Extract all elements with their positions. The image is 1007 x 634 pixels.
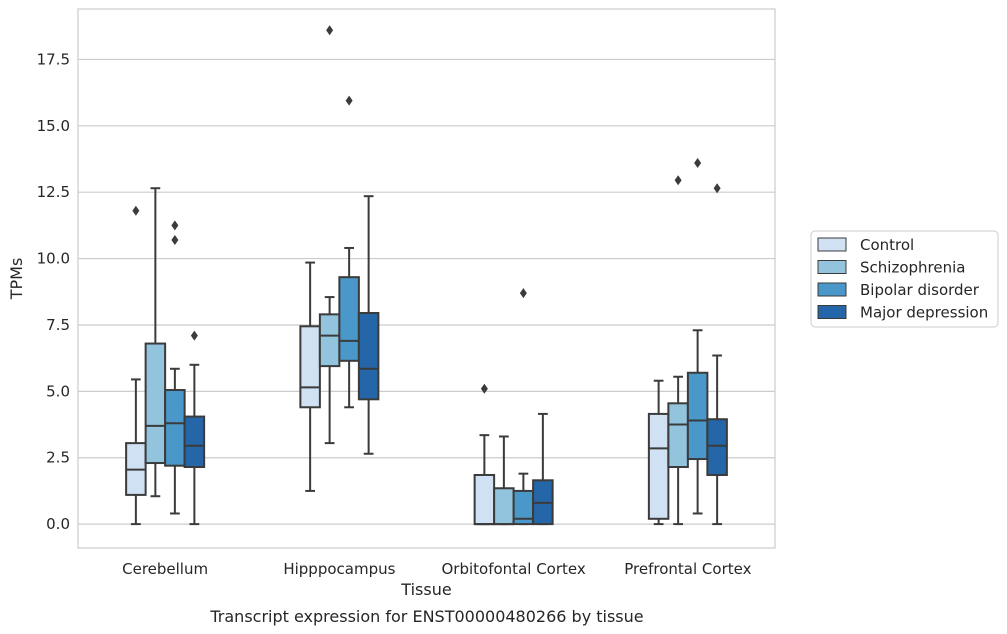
y-tick-label: 2.5 bbox=[46, 449, 70, 467]
x-tick-label: Hipppocampus bbox=[283, 560, 395, 578]
outlier-point bbox=[171, 235, 179, 245]
legend-label: Bipolar disorder bbox=[860, 281, 980, 299]
box bbox=[299, 261, 321, 492]
outlier-point bbox=[519, 288, 527, 299]
x-tick-label: Prefrontal Cortex bbox=[624, 560, 751, 578]
box bbox=[473, 383, 496, 526]
chart-caption: Transcript expression for ENST0000048026… bbox=[209, 607, 643, 626]
y-tick-label: 15.0 bbox=[37, 117, 70, 135]
outlier-point bbox=[326, 25, 334, 36]
outlier-point bbox=[171, 220, 179, 231]
box-iqr bbox=[144, 342, 167, 465]
box-iqr bbox=[318, 313, 341, 368]
y-axis: 0.0 2.5 5.0 7.5 10.0 12.5 15.0 17.5 bbox=[37, 50, 70, 533]
series-schizophrenia bbox=[144, 25, 689, 526]
box-iqr bbox=[686, 371, 709, 461]
box bbox=[532, 412, 554, 526]
box bbox=[357, 195, 380, 455]
box bbox=[686, 158, 709, 515]
legend-item: Control bbox=[817, 236, 914, 254]
box-iqr bbox=[493, 487, 515, 526]
box-iqr bbox=[183, 415, 206, 469]
outlier-point bbox=[480, 383, 488, 394]
box bbox=[647, 379, 670, 526]
box-plots bbox=[125, 25, 728, 526]
outlier-point bbox=[713, 183, 721, 194]
box bbox=[493, 435, 515, 526]
box bbox=[338, 95, 360, 409]
box-iqr bbox=[647, 412, 670, 520]
legend-item: Bipolar disorder bbox=[817, 281, 980, 299]
y-tick-label: 10.0 bbox=[37, 250, 70, 268]
legend-item: Major depression bbox=[817, 304, 988, 322]
box-iqr bbox=[667, 402, 689, 469]
legend-label: Control bbox=[860, 236, 914, 254]
legend-label: Schizophrenia bbox=[860, 259, 965, 277]
legend-label: Major depression bbox=[860, 304, 988, 322]
box-iqr bbox=[164, 389, 186, 467]
outlier-point bbox=[190, 330, 198, 341]
plot-frame bbox=[77, 8, 776, 549]
y-tick-label: 17.5 bbox=[37, 50, 70, 68]
y-tick-label: 5.0 bbox=[46, 382, 70, 400]
legend-frame bbox=[810, 230, 999, 328]
legend-swatch bbox=[817, 282, 847, 297]
series-major-depression bbox=[183, 183, 728, 526]
legend: Control Schizophrenia Bipolar disorder Majo… bbox=[810, 230, 999, 328]
box-iqr bbox=[473, 473, 496, 526]
legend-swatch bbox=[817, 260, 847, 274]
y-tick-label: 0.0 bbox=[46, 515, 70, 533]
x-tick-label: Cerebellum bbox=[122, 560, 208, 578]
x-tick-label: Orbitofontal Cortex bbox=[442, 560, 586, 578]
box bbox=[183, 330, 206, 526]
y-tick-label: 12.5 bbox=[37, 183, 70, 201]
series-bipolar-disorder bbox=[164, 95, 709, 526]
legend-swatch bbox=[817, 237, 847, 252]
box bbox=[125, 205, 147, 526]
box-iqr bbox=[299, 325, 321, 409]
box-iqr bbox=[357, 312, 380, 401]
box-iqr bbox=[706, 418, 728, 476]
outlier-point bbox=[345, 95, 353, 106]
outlier-point bbox=[132, 205, 140, 216]
box bbox=[512, 288, 535, 526]
series-control bbox=[125, 205, 670, 526]
box bbox=[706, 183, 728, 526]
box bbox=[144, 187, 167, 498]
box bbox=[164, 220, 186, 515]
legend-swatch bbox=[817, 305, 847, 319]
box bbox=[667, 175, 689, 526]
y-tick-label: 7.5 bbox=[46, 316, 70, 334]
legend-item: Schizophrenia bbox=[817, 259, 965, 277]
y-axis-label: TPMs bbox=[7, 258, 26, 301]
outlier-point bbox=[694, 158, 702, 168]
x-axis: Cerebellum Hipppocampus Orbitofontal Corte… bbox=[122, 560, 751, 578]
box bbox=[318, 25, 341, 445]
box-iqr bbox=[338, 276, 360, 362]
x-axis-label: Tissue bbox=[400, 580, 451, 599]
outlier-point bbox=[674, 175, 682, 186]
